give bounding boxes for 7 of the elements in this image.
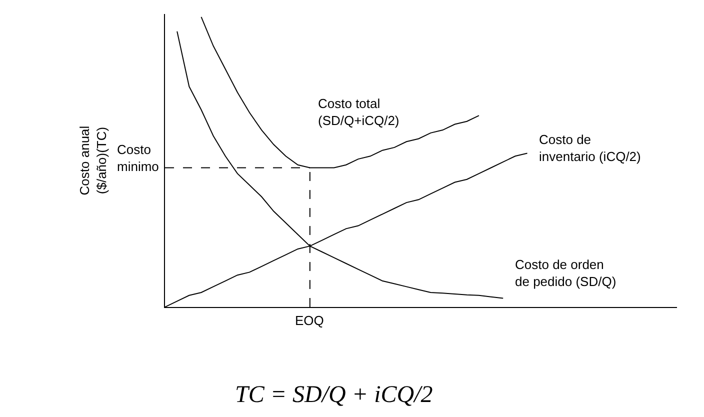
text: EOQ: [295, 313, 324, 328]
y-axis-title: Costo anual ($/año)(TC): [77, 126, 109, 196]
ref-line-label: Costo minimo: [117, 142, 159, 174]
series-label: Costo de orden de pedido (SD/Q): [515, 257, 616, 289]
series-label: Costo de inventario (iCQ/2): [539, 132, 641, 164]
series-label: Costo total (SD/Q+iCQ/2): [318, 96, 400, 128]
text: TC = SD/Q + iCQ/2: [235, 382, 433, 408]
